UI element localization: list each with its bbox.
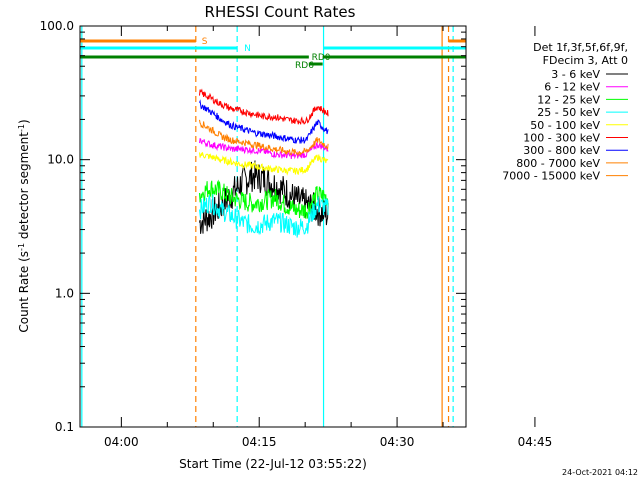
y-axis-label: Count Rate (s-1 detector segment-1) — [17, 119, 32, 332]
series-line-3 — [199, 193, 329, 238]
legend-title-line-2: FDecim 3, Att 0 — [543, 54, 628, 67]
y-tick-label: 10.0 — [47, 153, 74, 167]
series-line-5 — [199, 88, 329, 125]
x-tick-label: 04:00 — [104, 435, 139, 449]
legend-title-line-1: Det 1f,3f,5f,6f,9f, — [533, 41, 628, 54]
series-line-2 — [199, 179, 329, 219]
legend-label: 300 - 800 keV — [523, 144, 600, 157]
x-tick-label: 04:15 — [242, 435, 277, 449]
legend-label: 25 - 50 keV — [537, 106, 600, 119]
y-tick-label: 0.1 — [55, 420, 74, 434]
series-line-6 — [199, 99, 329, 144]
marker-label-n: N — [244, 44, 251, 54]
legend-label: 50 - 100 keV — [530, 119, 600, 132]
plot-frame — [79, 25, 467, 428]
x-axis-label: Start Time (22-Jul-12 03:55:22) — [179, 457, 367, 471]
legend-label: 100 - 300 keV — [523, 132, 600, 145]
y-tick-label: 100.0 — [40, 19, 74, 33]
legend-label: 800 - 7000 keV — [516, 157, 600, 170]
legend-label: 3 - 6 keV — [551, 68, 600, 81]
legend-label: 12 - 25 keV — [537, 93, 600, 106]
chart-title: RHESSI Count Rates — [205, 3, 356, 21]
marker-label-rd6: RD6 — [295, 61, 314, 71]
series-line-0 — [199, 160, 329, 234]
x-tick-label: 04:45 — [518, 435, 553, 449]
legend-label: 7000 - 15000 keV — [502, 170, 600, 183]
legend-label: 6 - 12 keV — [544, 81, 600, 94]
x-tick-label: 04:30 — [380, 435, 415, 449]
y-tick-label: 1.0 — [55, 286, 74, 300]
series-line-7 — [199, 119, 329, 157]
marker-label-s: S — [202, 37, 208, 47]
series-line-4 — [199, 152, 329, 176]
timestamp-footer: 24-Oct-2021 04:12 — [562, 468, 638, 477]
marker-label-rd0: RD0 — [312, 53, 331, 63]
y-axis: 0.1 1.0 10.0 100.0 — [40, 19, 466, 434]
